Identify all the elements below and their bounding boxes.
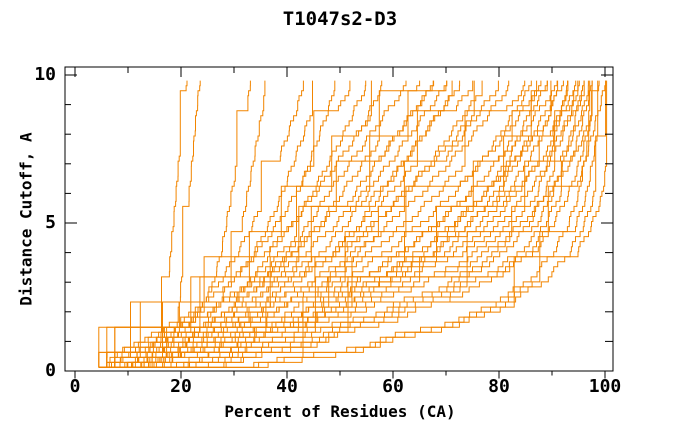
y-tick-label: 5 [45, 212, 56, 233]
model-curve [106, 80, 201, 368]
model-curve [106, 80, 434, 368]
model-curve [114, 80, 599, 368]
model-curve [114, 80, 367, 368]
model-curve [106, 80, 474, 368]
model-curve [106, 80, 351, 368]
model-curve [106, 80, 608, 368]
model-curve [114, 80, 313, 368]
model-curve [98, 80, 266, 368]
model-curve [114, 80, 448, 368]
model-curve [114, 80, 510, 368]
model-curve [114, 80, 559, 368]
model-curve [106, 80, 304, 368]
model-curve [106, 80, 435, 368]
y-tick-label: 10 [34, 64, 56, 85]
x-tick-label: 100 [588, 376, 622, 397]
axes-frame [64, 66, 614, 379]
model-curve [98, 80, 600, 368]
x-tick-label: 40 [276, 376, 298, 397]
model-curve [106, 80, 542, 368]
model-curve [106, 80, 579, 368]
model-curve [98, 80, 607, 368]
plot-frame [64, 66, 614, 372]
model-curve [106, 80, 532, 368]
model-curve [98, 80, 538, 368]
model-curve [98, 80, 453, 368]
model-curve [114, 80, 577, 368]
model-curve [114, 80, 593, 368]
model-curve [106, 80, 591, 368]
model-curve [98, 80, 383, 368]
model-curve [98, 80, 585, 368]
x-tick-label: 0 [69, 376, 81, 397]
chart-title: T1047s2-D3 [282, 8, 398, 30]
model-curve [98, 80, 188, 368]
x-tick-label: 80 [488, 376, 510, 397]
x-tick-label: 60 [382, 376, 404, 397]
model-curve [114, 80, 548, 368]
model-curve [114, 80, 589, 368]
model-curve [98, 80, 336, 368]
model-curve [106, 80, 580, 368]
model-curve [114, 80, 448, 368]
model-curve [114, 80, 407, 368]
model-curve [106, 80, 568, 368]
model-curve [98, 80, 421, 368]
x-axis-label: Percent of Residues (CA) [224, 402, 456, 421]
model-curves [98, 80, 608, 368]
y-axis-label: Distance Cutoff, A [16, 132, 36, 306]
y-tick-label: 0 [45, 360, 56, 381]
model-curve [98, 80, 461, 368]
model-curve [106, 80, 548, 368]
x-tick-label: 20 [170, 376, 192, 397]
model-curve [98, 80, 564, 368]
model-curve [98, 80, 607, 368]
